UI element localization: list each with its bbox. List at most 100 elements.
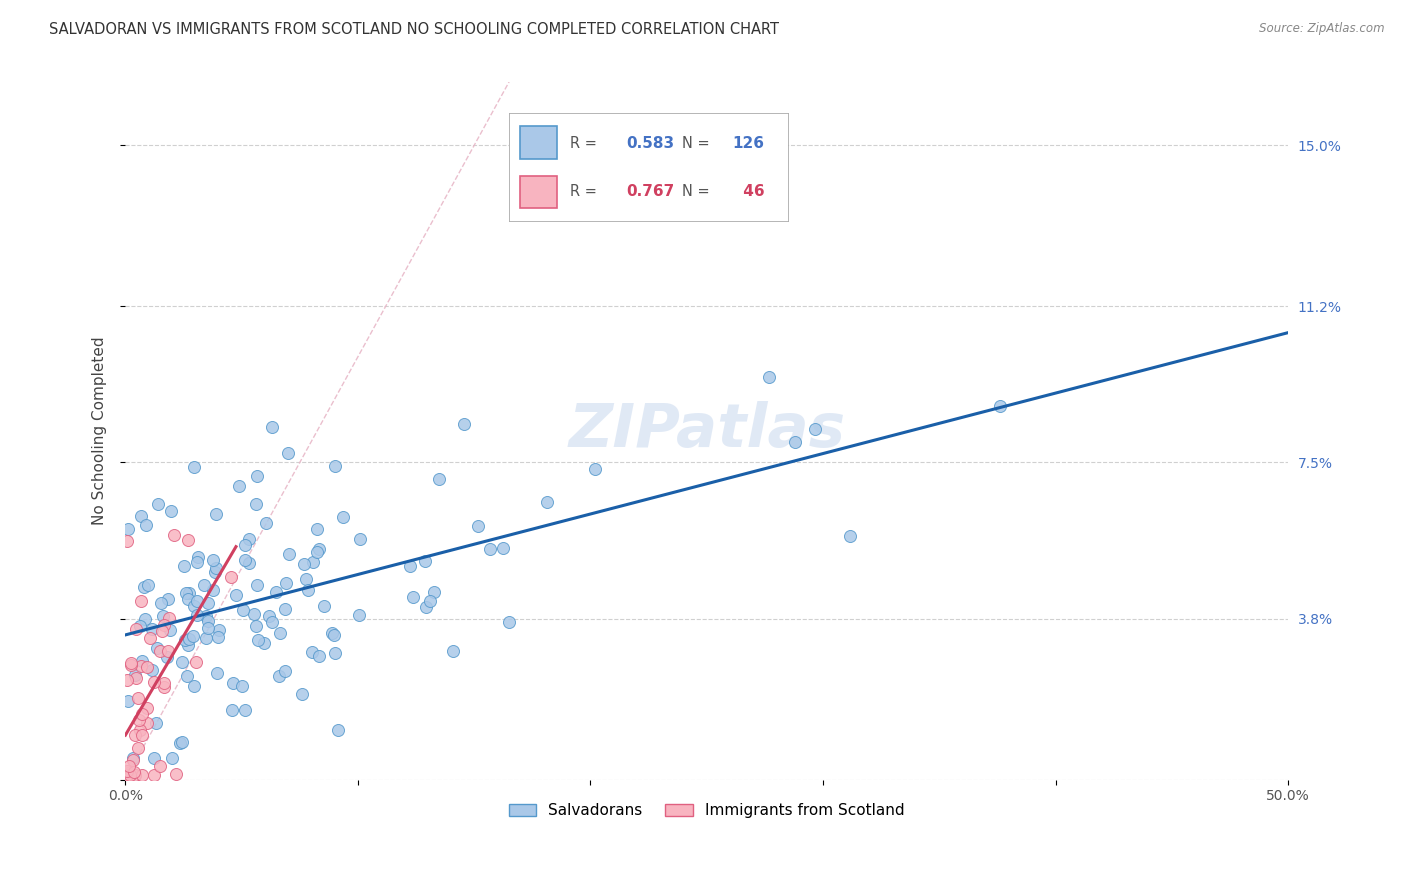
Point (120, 657, 142, 671)
Point (183, 460, 205, 475)
Point (197, 614, 219, 628)
Point (242, 607, 264, 622)
Point (292, 558, 315, 572)
Point (197, 596, 219, 610)
Point (839, 529, 862, 543)
Point (115, 673, 138, 688)
Point (498, 615, 520, 629)
Point (308, 648, 330, 663)
Point (129, 594, 152, 608)
Point (232, 603, 254, 617)
Point (194, 608, 217, 623)
Point (132, 580, 155, 594)
Point (139, 632, 162, 646)
Point (349, 608, 371, 623)
Point (173, 558, 195, 573)
Point (399, 559, 422, 574)
Point (246, 633, 269, 648)
Point (228, 479, 250, 493)
Point (207, 630, 229, 644)
Point (135, 518, 157, 533)
Point (478, 542, 501, 557)
Point (124, 668, 146, 682)
Point (536, 494, 558, 508)
Point (115, 534, 138, 549)
Point (148, 643, 170, 657)
Point (305, 523, 328, 537)
Point (131, 728, 153, 742)
Point (186, 555, 208, 569)
Point (128, 713, 150, 727)
Point (201, 582, 224, 597)
Point (246, 578, 269, 592)
Text: ZIPatlas: ZIPatlas (568, 401, 845, 460)
Point (467, 518, 489, 533)
Point (312, 599, 335, 613)
Point (253, 636, 276, 650)
Point (245, 498, 267, 512)
Point (134, 612, 156, 626)
Point (323, 627, 346, 641)
Point (136, 716, 159, 731)
Point (235, 703, 257, 717)
Point (117, 759, 139, 773)
Point (260, 420, 283, 434)
Point (294, 572, 316, 586)
Point (156, 592, 179, 607)
Point (186, 608, 208, 623)
Point (173, 632, 195, 647)
Point (274, 664, 297, 678)
Point (157, 611, 180, 625)
Point (177, 586, 200, 600)
Point (238, 556, 260, 570)
Point (492, 541, 515, 555)
Point (142, 751, 165, 765)
Point (804, 422, 827, 436)
Point (193, 578, 215, 592)
Point (202, 553, 225, 567)
Point (156, 649, 179, 664)
Point (157, 643, 180, 657)
Point (170, 655, 193, 669)
Point (222, 676, 245, 690)
Point (169, 735, 191, 749)
Point (195, 632, 218, 646)
Point (148, 497, 170, 511)
Point (176, 669, 198, 683)
Point (415, 600, 437, 615)
Point (187, 550, 209, 565)
Point (204, 566, 226, 580)
Point (254, 516, 277, 531)
Point (262, 615, 284, 629)
Point (124, 728, 146, 742)
Point (131, 707, 153, 722)
Point (184, 655, 207, 669)
Point (453, 417, 475, 432)
Point (583, 461, 606, 475)
Point (269, 625, 291, 640)
Point (245, 619, 267, 633)
Point (124, 768, 146, 782)
Point (308, 541, 330, 556)
Point (225, 588, 247, 602)
Point (181, 628, 204, 642)
Point (124, 768, 146, 782)
Point (143, 674, 166, 689)
Point (321, 626, 343, 640)
Point (267, 669, 290, 683)
Point (297, 582, 319, 597)
Point (128, 619, 150, 633)
Point (136, 700, 159, 714)
Legend: Salvadorans, Immigrants from Scotland: Salvadorans, Immigrants from Scotland (502, 797, 911, 824)
Point (264, 585, 287, 599)
Point (177, 638, 200, 652)
Point (177, 533, 200, 547)
Point (163, 528, 186, 542)
Point (326, 723, 349, 737)
Point (122, 753, 145, 767)
Point (117, 694, 139, 708)
Point (233, 553, 256, 567)
Point (145, 715, 167, 730)
Point (197, 621, 219, 635)
Point (419, 594, 441, 608)
